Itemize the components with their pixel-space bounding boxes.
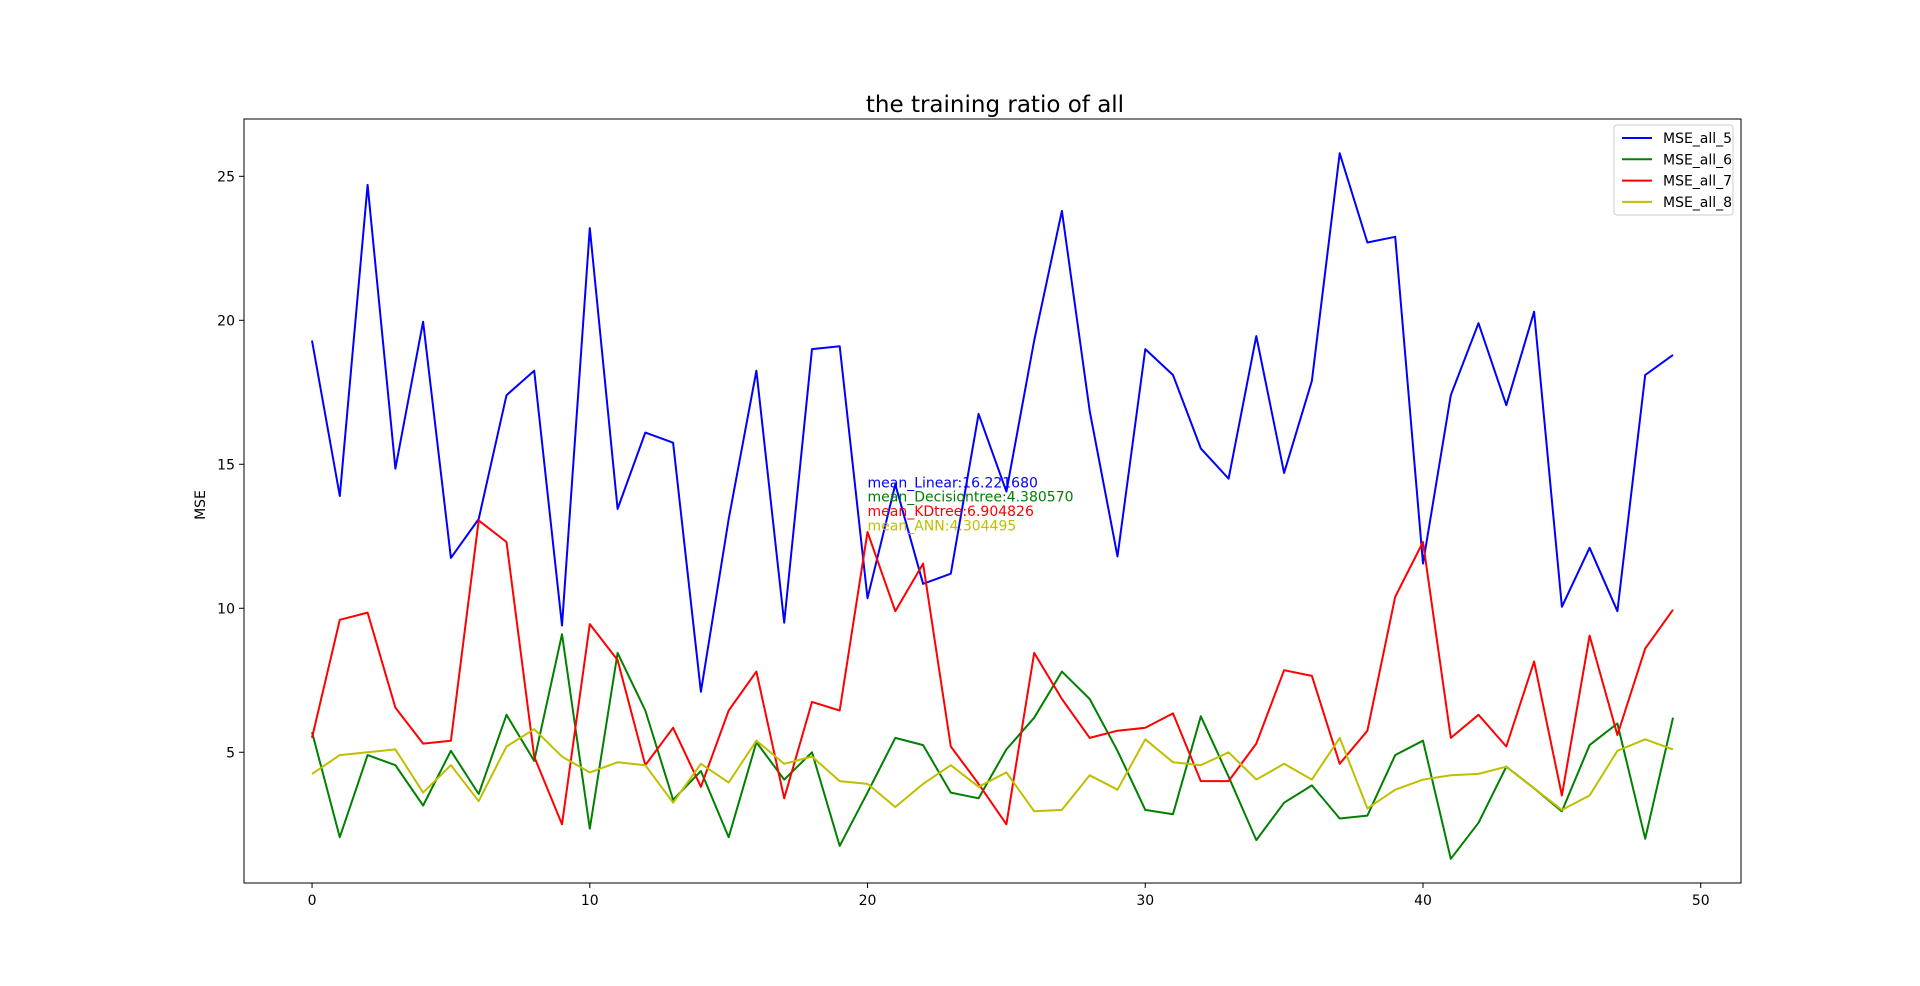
y-tick-label: 10 [217,601,235,617]
series-layer [311,152,1674,860]
series-line-MSE_all_5 [311,152,1674,693]
mean-annotations: mean_Linear:16.221680mean_Decisiontree:4… [868,475,1074,534]
series-line-MSE_all_8 [311,728,1674,813]
y-tick-label: 20 [217,313,235,329]
legend-label: MSE_all_7 [1663,174,1732,190]
mean-annotation: mean_KDtree:6.904826 [868,504,1034,520]
mean-annotation: mean_Decisiontree:4.380570 [868,490,1074,506]
x-tick-label: 50 [1692,893,1710,909]
x-tick-label: 10 [581,893,599,909]
series-line-MSE_all_7 [311,519,1674,826]
plot-frame [243,118,1742,884]
x-tick-label: 30 [1136,893,1154,909]
legend-box [1613,124,1734,216]
x-axis: 0 10 20 30 40 50 [308,883,1710,909]
mean-annotation: mean_Linear:16.221680 [868,475,1038,491]
y-tick-label: 25 [217,169,235,185]
chart-title: the training ratio of all [866,92,1124,118]
series-line-MSE_all_6 [311,633,1674,860]
x-tick-label: 0 [308,893,317,909]
legend-label: MSE_all_5 [1663,131,1732,147]
x-tick-label: 40 [1414,893,1432,909]
legend: MSE_all_5 MSE_all_6 MSE_all_7 MSE_all_8 [1613,124,1734,216]
y-axis-label: MSE [193,490,209,520]
y-tick-label: 15 [217,457,235,473]
x-tick-label: 20 [859,893,877,909]
y-tick-label: 5 [226,745,235,761]
y-axis: 5 10 15 20 25 [217,169,244,761]
legend-label: MSE_all_6 [1663,152,1732,168]
mean-annotation: mean_ANN:4.304495 [868,519,1017,535]
legend-label: MSE_all_8 [1663,195,1732,211]
